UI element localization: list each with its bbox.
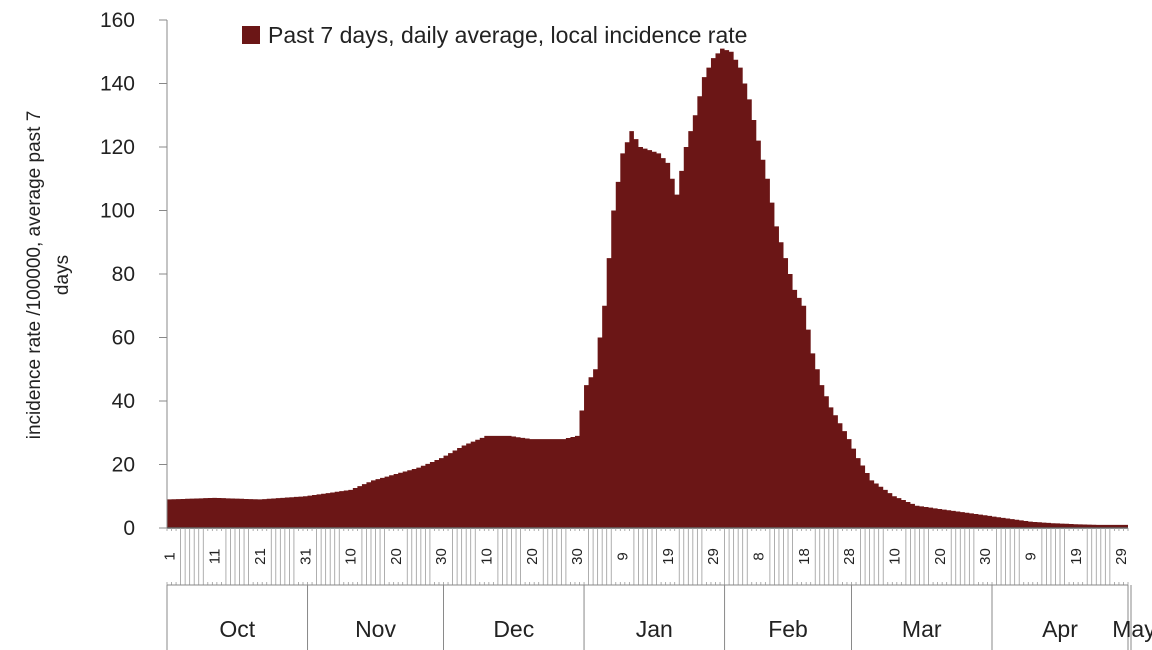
- day-tick-label: 28: [841, 548, 858, 565]
- month-label: Jan: [636, 616, 673, 642]
- day-axis: 1 11 21 31 10 20 30 10 20 30 9 19 29 8 18 28 10 20 30 9 19 29: [161, 528, 1130, 586]
- day-tick-label: 18: [796, 548, 813, 565]
- y-tick-label: 80: [112, 263, 135, 286]
- month-label: Mar: [902, 616, 942, 642]
- day-label-bg: [342, 531, 359, 582]
- area-incidence: [167, 48, 1128, 528]
- day-tick-label: 20: [932, 548, 949, 565]
- day-label-bg: [841, 531, 858, 582]
- day-label-bg: [795, 531, 812, 582]
- month-label: Oct: [219, 616, 255, 642]
- day-tick-label: 10: [343, 548, 360, 565]
- day-label-bg: [1022, 531, 1039, 582]
- area-series: [167, 48, 1128, 528]
- day-label-bg: [659, 531, 676, 582]
- day-label-bg: [387, 531, 404, 582]
- day-label-bg: [705, 531, 722, 582]
- y-tick-label: 60: [112, 327, 135, 350]
- y-tick-label: 20: [112, 454, 135, 477]
- legend-label: Past 7 days, daily average, local incide…: [268, 22, 747, 48]
- y-axis-title-line1: incidence rate /100000, average past 7: [24, 111, 45, 440]
- month-label: Apr: [1042, 616, 1078, 642]
- day-tick-label: 11: [207, 549, 224, 565]
- day-label-bg: [297, 531, 314, 582]
- day-label-bg: [433, 531, 450, 582]
- day-label-bg: [1113, 531, 1130, 582]
- day-tick-label: 19: [660, 548, 677, 565]
- y-axis-ticks: 0 20 40 60 80 100 120 140 160: [100, 9, 167, 540]
- day-label-bg: [206, 531, 223, 582]
- month-label: Nov: [355, 616, 396, 642]
- legend-swatch: [242, 26, 260, 44]
- day-tick-label: 20: [388, 548, 405, 565]
- day-tick-label: 30: [433, 548, 450, 565]
- day-label-bg: [478, 531, 495, 582]
- day-tick-label: 9: [1023, 552, 1040, 560]
- day-label-bg: [614, 531, 631, 582]
- day-label-bg: [161, 531, 178, 582]
- day-tick-label: 30: [569, 548, 586, 565]
- day-tick-label: 10: [479, 548, 496, 565]
- y-tick-label: 100: [100, 200, 135, 223]
- day-tick-label: 30: [977, 548, 994, 565]
- day-tick-label: 31: [297, 548, 314, 565]
- day-label-bg: [251, 531, 268, 582]
- day-tick-label: 10: [887, 548, 904, 565]
- day-label-bg: [750, 531, 767, 582]
- day-label-bg: [886, 531, 903, 582]
- day-tick-label: 9: [615, 552, 632, 560]
- legend: Past 7 days, daily average, local incide…: [242, 22, 747, 48]
- day-tick-label: 29: [1113, 548, 1130, 565]
- day-label-bg: [569, 531, 586, 582]
- month-label: Feb: [768, 616, 808, 642]
- y-axis-title-line2: days: [52, 255, 73, 295]
- y-tick-label: 40: [112, 390, 135, 413]
- day-tick-label: 20: [524, 548, 541, 565]
- y-tick-label: 0: [123, 517, 135, 540]
- day-label-bg: [1067, 531, 1084, 582]
- y-tick-label: 160: [100, 9, 135, 32]
- month-label: May: [1112, 616, 1152, 642]
- day-tick-label: 19: [1068, 548, 1085, 565]
- day-label-bg: [977, 531, 994, 582]
- day-tick-label: 21: [252, 548, 269, 565]
- day-tick-label: 29: [705, 548, 722, 565]
- day-label-bg: [523, 531, 540, 582]
- y-tick-label: 120: [100, 136, 135, 159]
- month-axis: Oct Nov Dec Jan Feb Mar Apr May: [166, 585, 1152, 650]
- y-tick-label: 140: [100, 73, 135, 96]
- day-tick-label: 1: [161, 552, 178, 560]
- month-label: Dec: [493, 616, 534, 642]
- day-tick-label: 8: [751, 552, 768, 560]
- day-label-bg: [931, 531, 948, 582]
